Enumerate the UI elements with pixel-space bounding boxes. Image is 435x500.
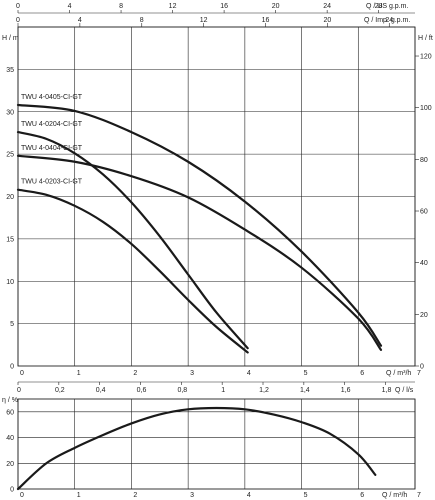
efficiency-x-tick-label: 5 [304, 492, 308, 499]
efficiency-y-tick-label: 40 [6, 435, 14, 442]
y-tick-label: 15 [6, 236, 14, 243]
efficiency-x-tick-label: 7 [417, 492, 421, 499]
lps-tick-label: 1,4 [300, 387, 310, 394]
us-gpm-tick-label: 4 [68, 3, 72, 10]
imp-gpm-tick-label: 12 [200, 17, 208, 24]
x-tick-label: 4 [247, 370, 251, 377]
y2-tick-label: 40 [420, 260, 428, 267]
x-tick-label: 3 [190, 370, 194, 377]
head-curve-4 [16, 188, 249, 354]
efficiency-x-tick-label: 0 [20, 492, 24, 499]
x-tick-label: 0 [20, 370, 24, 377]
efficiency-y-tick-label: 20 [6, 461, 14, 468]
x-tick-label: 2 [133, 370, 137, 377]
y2-tick-label: 20 [420, 312, 428, 319]
efficiency-x-tick-label: 1 [77, 492, 81, 499]
y2-tick-label: 0 [420, 364, 424, 371]
head-curve-3 [16, 154, 383, 351]
y-tick-label: 10 [6, 279, 14, 286]
x-axis-label: Q / m³/h [386, 370, 411, 377]
efficiency-y-axis-label: η / % [2, 397, 18, 404]
y-tick-label: 30 [6, 109, 14, 116]
lps-tick-label: 0 [17, 387, 21, 394]
efficiency-x-tick-label: 2 [133, 492, 137, 499]
x-tick-label: 6 [360, 370, 364, 377]
y-tick-label: 25 [6, 152, 14, 159]
us-gpm-axis-label: Q / US g.p.m. [366, 3, 408, 10]
imp-gpm-tick-label: 16 [262, 17, 270, 24]
imp-gpm-tick-label: 24 [385, 17, 393, 24]
lps-tick-label: 0,2 [55, 387, 65, 394]
series-label-2: TWU 4-0204-CI-GT [21, 121, 83, 128]
us-gpm-tick-label: 12 [169, 3, 177, 10]
lps-tick-label: 0,4 [96, 387, 106, 394]
y2-tick-label: 80 [420, 157, 428, 164]
y2-tick-label: 60 [420, 209, 428, 216]
efficiency-plot-frame [17, 398, 416, 490]
lps-tick-label: 1 [221, 387, 225, 394]
y-tick-label: 5 [10, 321, 14, 328]
series-label-1: TWU 4-0405-CI-GT [21, 94, 83, 101]
lps-tick-label: 0,6 [137, 387, 147, 394]
y2-tick-label: 100 [420, 105, 432, 112]
efficiency-curve [16, 406, 377, 491]
lps-tick-label: 1,8 [382, 387, 392, 394]
imp-gpm-tick-label: 20 [323, 17, 331, 24]
imp-gpm-tick-label: 4 [78, 17, 82, 24]
efficiency-x-tick-label: 3 [190, 492, 194, 499]
y-tick-label: 0 [10, 364, 14, 371]
lps-tick-label: 1,6 [341, 387, 351, 394]
y2-tick-label: 120 [420, 54, 432, 61]
lps-tick-label: 1,2 [259, 387, 269, 394]
y2-axis-label: H / ft [418, 35, 433, 42]
lps-axis-label: Q / l/s [395, 387, 414, 394]
us-gpm-tick-label: 20 [272, 3, 280, 10]
y-tick-label: 35 [6, 67, 14, 74]
us-gpm-tick-label: 8 [119, 3, 123, 10]
lps-tick-label: 0,8 [177, 387, 187, 394]
us-gpm-tick-label: 28 [375, 3, 383, 10]
series-label-3: TWU 4-0404-CI-GT [21, 145, 83, 152]
us-gpm-tick-label: 24 [323, 3, 331, 10]
x-tick-label: 5 [304, 370, 308, 377]
imp-gpm-tick-label: 8 [140, 17, 144, 24]
efficiency-x-tick-label: 6 [360, 492, 364, 499]
head-curve-2 [16, 130, 249, 350]
x-tick-label: 1 [77, 370, 81, 377]
head-curve-1 [16, 103, 383, 347]
y-tick-label: 20 [6, 194, 14, 201]
series-label-4: TWU 4-0203-CI-GT [21, 179, 83, 186]
x-tick-label: 7 [417, 370, 421, 377]
imp-gpm-tick-label: 0 [16, 17, 20, 24]
efficiency-y-tick-label: 0 [10, 487, 14, 494]
us-gpm-tick-label: 0 [16, 3, 20, 10]
efficiency-x-axis-label: Q / m³/h [382, 492, 407, 499]
efficiency-y-tick-label: 60 [6, 409, 14, 416]
imp-gpm-axis-label: Q / Imp. g.p.m. [364, 17, 410, 24]
y-axis-label: H / m [2, 35, 19, 42]
efficiency-x-tick-label: 4 [247, 492, 251, 499]
us-gpm-tick-label: 16 [220, 3, 228, 10]
